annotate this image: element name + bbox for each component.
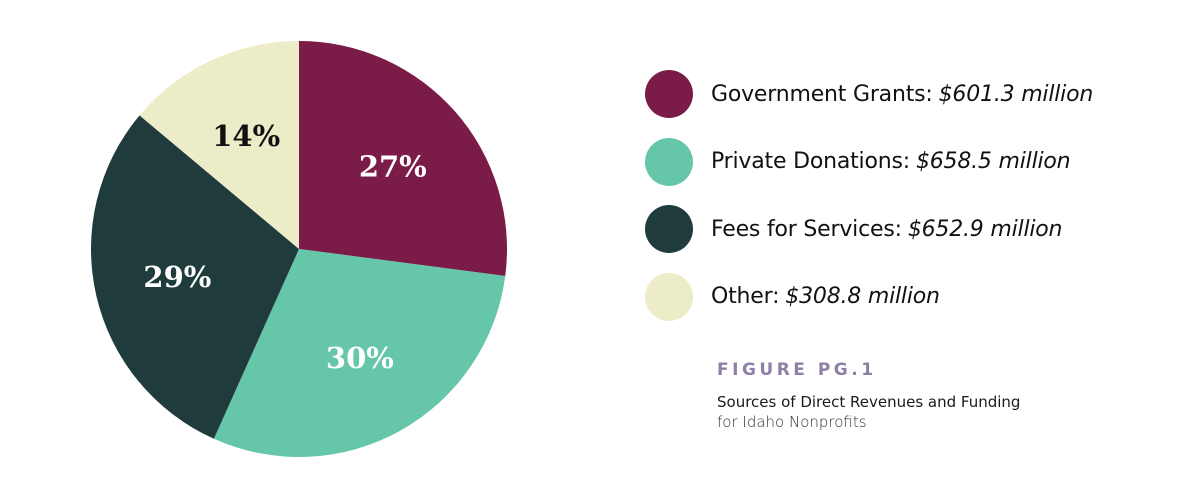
figure-label: FIGURE PG.1	[717, 360, 877, 380]
legend: Government Grants: $601.3 million Private…	[645, 70, 1185, 340]
legend-label: Private Donations:	[711, 149, 910, 174]
legend-item-fees-for-services: Fees for Services: $652.9 million	[645, 205, 1185, 253]
figure-caption: FIGURE PG.1 Sources of Direct Revenues a…	[717, 360, 1177, 432]
pie-slice-label-other: 14%	[212, 119, 280, 153]
legend-item-other: Other: $308.8 million	[645, 272, 1185, 321]
figure-title: Sources of Direct Revenues and Funding	[717, 393, 1021, 411]
legend-item-private-donations: Private Donations: $658.5 million	[645, 137, 1185, 186]
legend-value: $652.9 million	[907, 216, 1063, 242]
legend-text: Fees for Services: $652.9 million	[711, 217, 1062, 242]
legend-label: Government Grants:	[711, 81, 933, 107]
pie-slice-label-fees-for-services: 29%	[143, 260, 211, 294]
pie-chart: 27% 30% 29% 14%	[90, 41, 507, 457]
legend-text: Other: $308.8 million	[711, 284, 940, 309]
legend-text: Government Grants: $601.3 million	[711, 82, 1093, 107]
legend-text: Private Donations: $658.5 million	[711, 149, 1071, 174]
legend-swatch-private-donations	[645, 137, 693, 186]
pie-slice-fees-for-services	[90, 115, 299, 439]
pie-slice-label-private-donations: 30%	[326, 341, 394, 375]
pie-slice-private-donations	[213, 249, 506, 457]
legend-swatch-government-grants	[645, 70, 693, 118]
legend-swatch-other	[645, 272, 693, 321]
legend-label: Fees for Services:	[711, 216, 902, 242]
pie-slice-label-government-grants: 27%	[359, 150, 427, 184]
legend-swatch-fees-for-services	[645, 205, 693, 253]
figure-subtitle: for Idaho Nonprofits	[717, 413, 867, 431]
legend-value: $601.3 million	[938, 81, 1094, 107]
pie-slice-government-grants	[299, 41, 507, 276]
legend-value: $308.8 million	[785, 284, 940, 309]
legend-item-government-grants: Government Grants: $601.3 million	[645, 70, 1185, 118]
pie-slice-other	[139, 41, 299, 249]
legend-label: Other:	[711, 284, 780, 309]
legend-value: $658.5 million	[915, 149, 1071, 174]
